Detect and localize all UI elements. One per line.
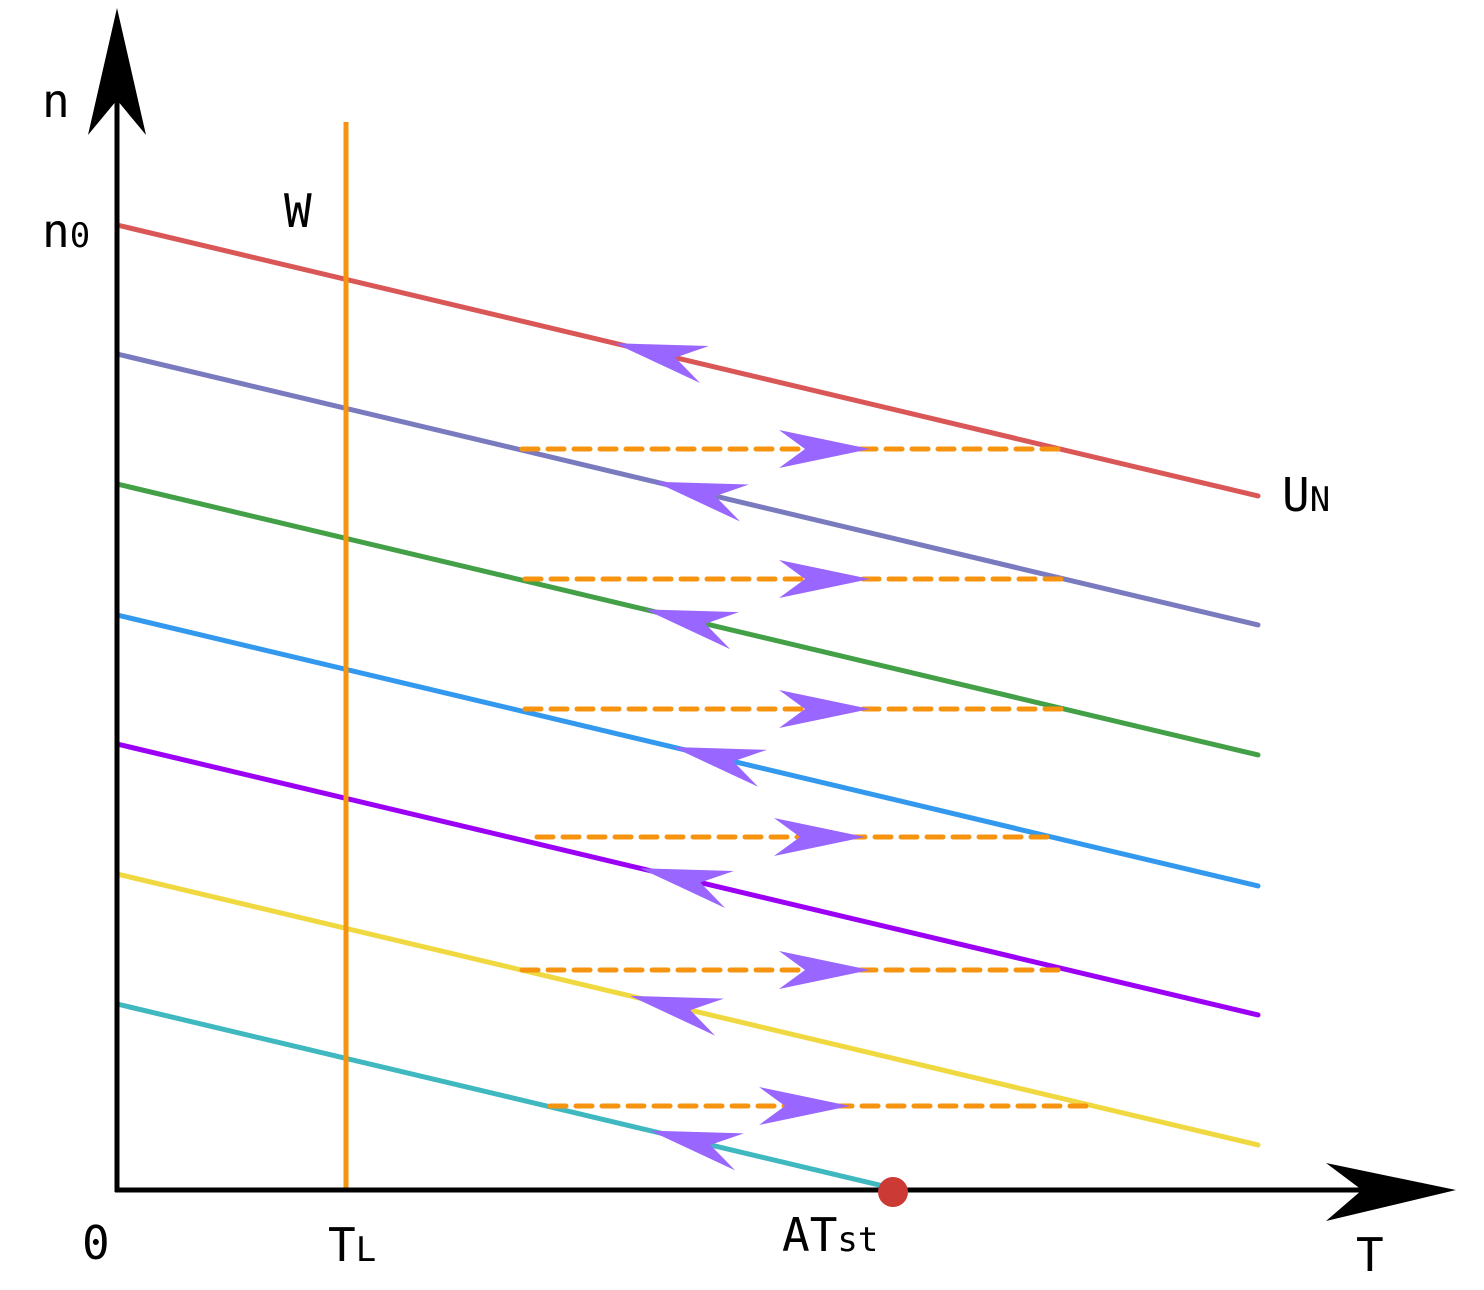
un-sub: N (1309, 480, 1331, 520)
left-arrow-icon-2 (655, 481, 749, 522)
right-arrow-icon-1 (779, 430, 870, 468)
start-point-marker (878, 1177, 908, 1207)
characteristic-curve-1 (114, 222, 1261, 499)
origin-label: 0 (82, 1216, 110, 1270)
atst-sub: st (837, 1220, 879, 1260)
w-label: W (284, 184, 312, 238)
right-arrow-icon-2 (779, 560, 870, 598)
x-axis-label: T (1356, 1228, 1384, 1282)
tl-main: T (328, 1218, 356, 1272)
right-arrow-icon-4 (774, 818, 865, 856)
left-arrow-icon-7 (650, 1130, 744, 1171)
right-arrow-icon-6 (759, 1087, 850, 1125)
left-arrow-icon-5 (640, 868, 734, 908)
left-arrow-icon-6 (630, 995, 724, 1036)
left-arrow-icon-1 (615, 343, 709, 384)
tl-label: TL (328, 1222, 376, 1268)
left-arrow-icon-3 (645, 609, 739, 650)
tl-sub: L (355, 1230, 377, 1270)
atst-label: ATst (782, 1212, 878, 1258)
un-main: U (1282, 468, 1310, 522)
characteristic-curve-7 (114, 1001, 883, 1188)
x-axis-arrow-icon (1326, 1163, 1456, 1221)
n0-label: n0 (42, 208, 90, 254)
n0-main: n (42, 204, 70, 258)
right-arrow-icon-5 (779, 951, 870, 989)
atst-main: AT (782, 1208, 838, 1262)
y-axis-label: n (42, 74, 70, 128)
n0-sub: 0 (69, 216, 91, 256)
left-arrow-icon-4 (673, 747, 767, 787)
right-arrow-icon-3 (779, 690, 870, 728)
y-axis-arrow-icon (88, 8, 146, 135)
un-label: UN (1282, 472, 1330, 518)
